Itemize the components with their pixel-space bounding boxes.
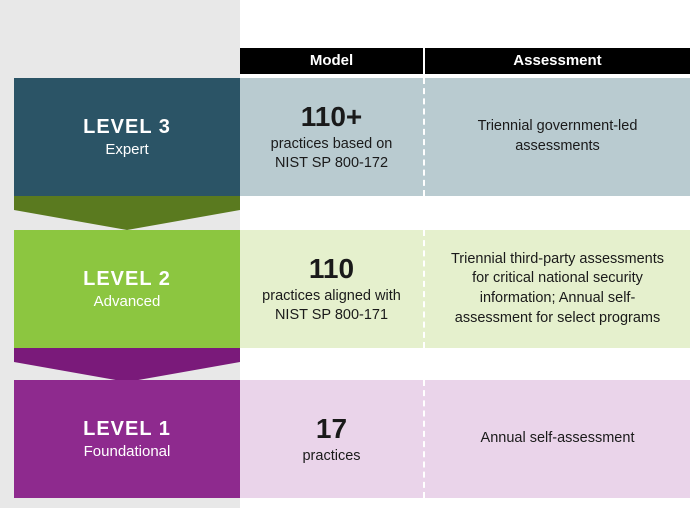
infographic-container: CMMC Model 2.0 Model Assessment LEVEL 3 … [0,0,700,508]
assess-col-level-2: Triennial third-party assessments for cr… [425,230,690,348]
label-sub: Advanced [94,293,161,310]
assessment-text: Annual self-assessment [481,429,635,449]
label-col-level-3: LEVEL 3 Expert [0,78,240,196]
label-title: LEVEL 1 [83,418,171,441]
model-number: 110+ [301,101,363,133]
assessment-text: Triennial third-party assessments for cr… [449,250,666,328]
model-col-level-2: 110 practices aligned with NIST SP 800-1… [240,230,425,348]
assess-col-level-1: Annual self-assessment [425,380,690,498]
model-text: practices [302,447,360,466]
row-level-2: LEVEL 2 Advanced 110 practices aligned w… [0,230,690,348]
label-title: LEVEL 3 [83,116,171,139]
assessment-text: Triennial government-led assessments [449,117,666,156]
model-number: 110 [309,253,354,285]
label-col-level-1: LEVEL 1 Foundational [0,380,240,498]
header-assessment: Assessment [425,48,690,74]
arrow-tail-level-3 [14,196,240,230]
arrow-tail-level-2 [14,348,240,382]
label-box-level-3: LEVEL 3 Expert [14,78,240,196]
model-text: practices based on NIST SP 800-172 [256,135,407,173]
model-number: 17 [316,413,347,445]
header-row: Model Assessment [240,48,690,74]
assess-col-level-3: Triennial government-led assessments [425,78,690,196]
row-level-3: LEVEL 3 Expert 110+ practices based on N… [0,78,690,196]
label-col-level-2: LEVEL 2 Advanced [0,230,240,348]
label-box-level-2: LEVEL 2 Advanced [14,230,240,348]
model-text: practices aligned with NIST SP 800-171 [256,287,407,325]
label-box-level-1: LEVEL 1 Foundational [14,380,240,498]
header-model: Model [240,48,425,74]
label-title: LEVEL 2 [83,268,171,291]
row-level-1: LEVEL 1 Foundational 17 practices Annual… [0,380,690,498]
label-sub: Expert [105,141,148,158]
model-col-level-3: 110+ practices based on NIST SP 800-172 [240,78,425,196]
model-col-level-1: 17 practices [240,380,425,498]
label-sub: Foundational [84,443,171,460]
